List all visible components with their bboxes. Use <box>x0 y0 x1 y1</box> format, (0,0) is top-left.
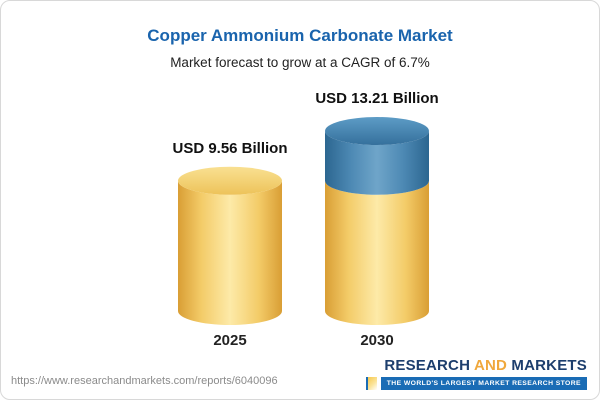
brand-tagline-row: THE WORLD'S LARGEST MARKET RESEARCH STOR… <box>365 377 587 390</box>
brand-tagline: THE WORLD'S LARGEST MARKET RESEARCH STOR… <box>380 377 587 390</box>
value-label-2030: USD 13.21 Billion <box>315 90 439 107</box>
brand-word-and: AND <box>473 357 508 374</box>
cylinder-2025-body <box>178 180 282 325</box>
brand-word-research: RESEARCH <box>384 357 471 374</box>
brand-flag-icon <box>365 377 377 390</box>
brand-word-markets: MARKETS <box>511 357 587 374</box>
report-url: https://www.researchandmarkets.com/repor… <box>11 375 278 387</box>
cylinder-2030-base-segment <box>325 180 429 325</box>
value-label-2025: USD 9.56 Billion <box>172 139 288 157</box>
brand-logo: RESEARCH AND MARKETS THE WORLD'S LARGEST… <box>365 357 587 390</box>
cylinder-2025-top <box>178 166 282 195</box>
brand-name: RESEARCH AND MARKETS <box>366 357 587 374</box>
category-label-2030: 2030 <box>360 332 394 349</box>
cylinder-2030-growth-segment <box>325 131 429 195</box>
cylinder-2030-top <box>325 117 429 145</box>
chart-subtitle: Market forecast to grow at a CAGR of 6.7… <box>170 55 430 70</box>
chart-title: Copper Ammonium Carbonate Market <box>147 26 453 45</box>
category-label-2025: 2025 <box>213 332 247 349</box>
